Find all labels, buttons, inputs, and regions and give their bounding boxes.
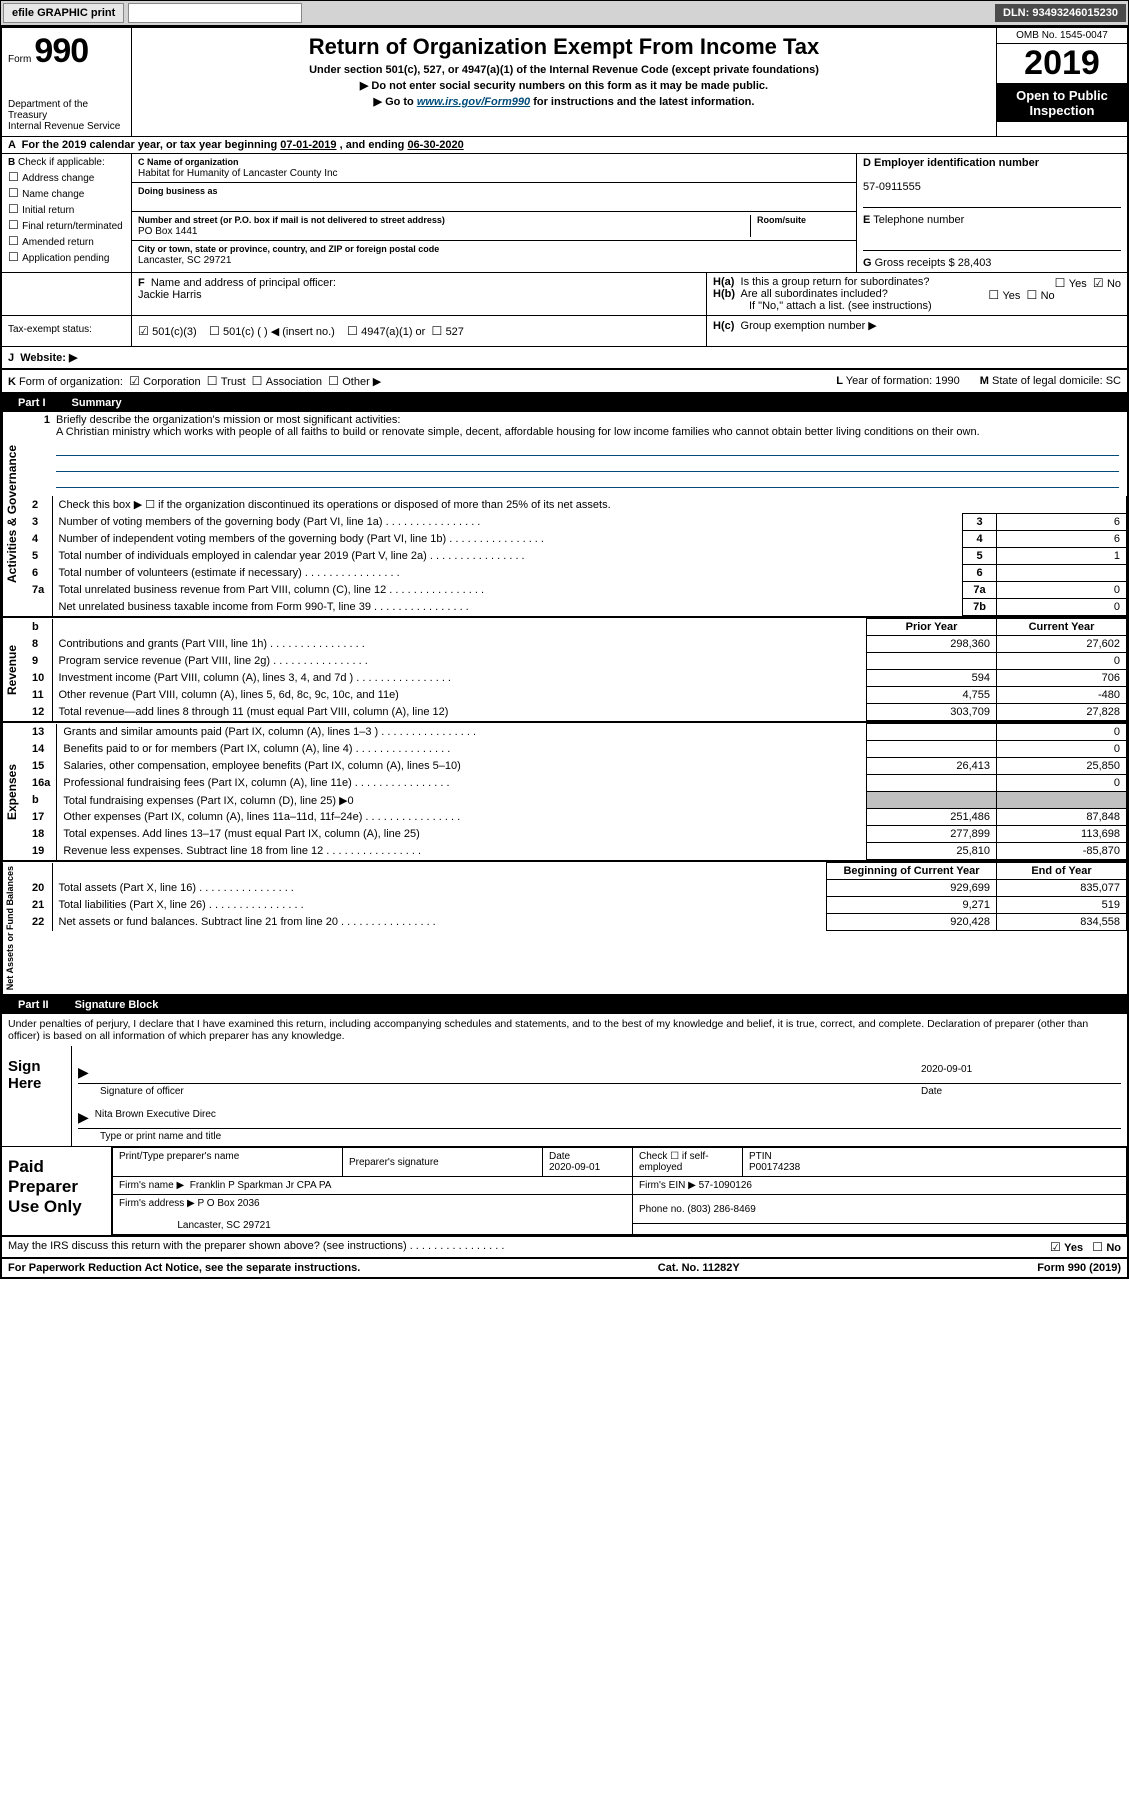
name-arrow-icon <box>78 1109 95 1126</box>
501c-cb[interactable] <box>209 326 223 338</box>
discuss-no-cb[interactable] <box>1092 1242 1106 1254</box>
gross-receipts: 28,403 <box>958 257 992 269</box>
amended-return-cb[interactable]: Amended return <box>8 234 125 248</box>
ha-no[interactable] <box>1093 278 1107 290</box>
paid-preparer-block: Paid Preparer Use Only Print/Type prepar… <box>2 1147 1127 1237</box>
year-box: OMB No. 1545-0047 2019 Open to Public In… <box>997 28 1127 136</box>
ha-yes[interactable] <box>1055 278 1069 290</box>
firm-ein: 57-1090126 <box>699 1180 752 1191</box>
tax-year: 2019 <box>997 44 1127 84</box>
name-change-cb[interactable]: Name change <box>8 186 125 200</box>
org-address: PO Box 1441 <box>138 226 197 237</box>
firm-addr2: Lancaster, SC 29721 <box>177 1220 270 1231</box>
activities-table: 2Check this box ▶ ☐ if the organization … <box>26 496 1127 616</box>
efile-label[interactable]: efile GRAPHIC print <box>3 3 124 23</box>
signature-arrow-icon <box>78 1064 95 1081</box>
submission-date[interactable]: Submission Date - 2020-09-01 <box>128 3 301 23</box>
form-number: 990 <box>34 32 88 70</box>
year-formation: 1990 <box>935 375 959 387</box>
sign-date: 2020-09-01 <box>921 1064 1121 1081</box>
open-inspection: Open to Public Inspection <box>997 84 1127 122</box>
netassets-section: Net Assets or Fund Balances Beginning of… <box>2 862 1127 996</box>
info-bcde: B Check if applicable: Address change Na… <box>2 154 1127 273</box>
4947-cb[interactable] <box>347 326 361 338</box>
form990-link[interactable]: www.irs.gov/Form990 <box>417 96 530 108</box>
discuss-row: May the IRS discuss this return with the… <box>2 1237 1127 1259</box>
form-header: Form 990 Department of the Treasury Inte… <box>2 28 1127 137</box>
officer-print-name: Nita Brown Executive Direc <box>95 1109 216 1126</box>
form-title: Return of Organization Exempt From Incom… <box>142 34 986 60</box>
trust-cb[interactable] <box>207 376 221 388</box>
527-cb[interactable] <box>431 326 445 338</box>
firm-name: Franklin P Sparkman Jr CPA PA <box>190 1180 332 1191</box>
dln-label: DLN: 93493246015230 <box>995 4 1126 22</box>
box-c: C Name of organization Habitat for Human… <box>132 154 857 272</box>
tax-status-row: Tax-exempt status: 501(c)(3) 501(c) ( ) … <box>2 316 1127 347</box>
box-b: B Check if applicable: Address change Na… <box>2 154 132 272</box>
initial-return-cb[interactable]: Initial return <box>8 202 125 216</box>
efile-topbar: efile GRAPHIC print Submission Date - 20… <box>0 0 1129 26</box>
firm-addr1: P O Box 2036 <box>198 1198 260 1209</box>
org-city: Lancaster, SC 29721 <box>138 255 231 266</box>
other-cb[interactable] <box>328 376 342 388</box>
state-domicile: SC <box>1106 375 1121 387</box>
assoc-cb[interactable] <box>252 376 266 388</box>
final-return-cb[interactable]: Final return/terminated <box>8 218 125 232</box>
revenue-label: Revenue <box>2 618 26 721</box>
ein: 57-0911555 <box>863 181 921 193</box>
website-row: J Website: ▶ <box>2 347 1127 370</box>
form-title-box: Return of Organization Exempt From Incom… <box>132 28 997 136</box>
hb-no[interactable] <box>1027 290 1041 302</box>
netassets-label: Net Assets or Fund Balances <box>2 862 26 994</box>
mission-text: A Christian ministry which works with pe… <box>56 426 980 438</box>
form-frame: Form 990 Department of the Treasury Inte… <box>0 26 1129 1279</box>
expenses-table: 13Grants and similar amounts paid (Part … <box>26 723 1127 860</box>
tax-period: A For the 2019 calendar year, or tax yea… <box>2 137 1127 154</box>
sign-here-block: Sign Here 2020-09-01 Signature of office… <box>2 1046 1127 1147</box>
part1-header: Part I Summary <box>2 394 1127 412</box>
org-name: Habitat for Humanity of Lancaster County… <box>138 168 338 179</box>
revenue-table: bPrior YearCurrent Year 8Contributions a… <box>26 618 1127 721</box>
form-number-box: Form 990 Department of the Treasury Inte… <box>2 28 132 136</box>
app-pending-cb[interactable]: Application pending <box>8 250 125 264</box>
firm-phone: (803) 286-8469 <box>687 1204 755 1215</box>
addr-change-cb[interactable]: Address change <box>8 170 125 184</box>
discuss-yes-cb[interactable] <box>1050 1242 1064 1254</box>
sign-here-label: Sign Here <box>2 1046 72 1146</box>
info-fh: F Name and address of principal officer:… <box>2 273 1127 316</box>
penalties-text: Under penalties of perjury, I declare th… <box>2 1014 1127 1046</box>
preparer-table: Print/Type preparer's name Preparer's si… <box>112 1147 1127 1235</box>
activities-section: Activities & Governance 1 Briefly descri… <box>2 412 1127 618</box>
netassets-table: Beginning of Current YearEnd of Year 20T… <box>26 862 1127 931</box>
form-footer: For Paperwork Reduction Act Notice, see … <box>2 1259 1127 1277</box>
box-de: D Employer identification number 57-0911… <box>857 154 1127 272</box>
officer-name: Jackie Harris <box>138 289 202 301</box>
paid-preparer-label: Paid Preparer Use Only <box>2 1147 112 1235</box>
revenue-section: Revenue bPrior YearCurrent Year 8Contrib… <box>2 618 1127 723</box>
501c3-cb[interactable] <box>138 326 152 338</box>
klm-row: K Form of organization: Corporation Trus… <box>2 370 1127 394</box>
ptin: P00174238 <box>749 1162 800 1173</box>
expenses-section: Expenses 13Grants and similar amounts pa… <box>2 723 1127 862</box>
corp-cb[interactable] <box>129 376 143 388</box>
part2-header: Part II Signature Block <box>2 996 1127 1014</box>
activities-label: Activities & Governance <box>2 412 26 616</box>
expenses-label: Expenses <box>2 723 26 860</box>
hb-yes[interactable] <box>988 290 1002 302</box>
